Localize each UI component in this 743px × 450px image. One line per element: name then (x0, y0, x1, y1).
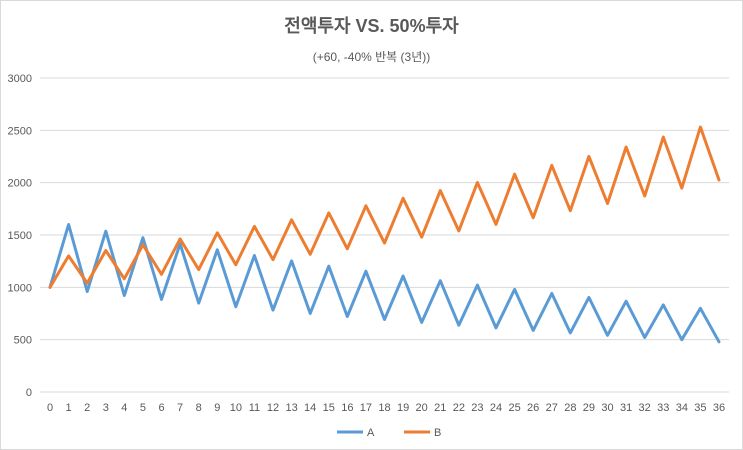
x-tick-label: 4 (121, 402, 127, 414)
x-tick-label: 8 (196, 402, 202, 414)
x-tick-label: 31 (620, 402, 632, 414)
y-tick-label: 1500 (8, 230, 32, 242)
x-tick-label: 14 (304, 402, 316, 414)
x-tick-label: 25 (508, 402, 520, 414)
x-tick-label: 12 (267, 402, 279, 414)
chart-subtitle: (+60, -40% 반복 (3년)) (312, 50, 431, 64)
x-tick-label: 6 (158, 402, 164, 414)
y-tick-label: 0 (26, 387, 32, 399)
x-tick-label: 30 (601, 402, 613, 414)
x-tick-label: 3 (103, 402, 109, 414)
x-tick-label: 28 (564, 402, 576, 414)
x-tick-label: 1 (66, 402, 72, 414)
x-tick-label: 26 (527, 402, 539, 414)
series-line-A (48, 223, 721, 344)
x-tick-label: 34 (676, 402, 688, 414)
x-tick-label: 0 (47, 402, 53, 414)
y-tick-label: 2000 (8, 178, 32, 190)
x-tick-label: 21 (434, 402, 446, 414)
y-tick-label: 500 (14, 335, 32, 347)
x-tick-label: 23 (471, 402, 483, 414)
x-tick-label: 19 (397, 402, 409, 414)
x-tick-label: 13 (285, 402, 297, 414)
x-tick-label: 2 (84, 402, 90, 414)
y-tick-label: 1000 (8, 282, 32, 294)
x-tick-label: 17 (360, 402, 372, 414)
x-tick-label: 22 (453, 402, 465, 414)
x-tick-label: 10 (230, 402, 242, 414)
x-tick-label: 33 (657, 402, 669, 414)
x-tick-label: 16 (341, 402, 353, 414)
y-tick-label: 3000 (8, 73, 32, 85)
x-tick-label: 7 (177, 402, 183, 414)
x-tick-label: 20 (416, 402, 428, 414)
x-tick-label: 27 (546, 402, 558, 414)
y-tick-label: 2500 (8, 125, 32, 137)
x-tick-label: 9 (214, 402, 220, 414)
chart-title: 전액투자 VS. 50%투자 (284, 16, 459, 36)
x-tick-label: 32 (639, 402, 651, 414)
x-tick-label: 29 (583, 402, 595, 414)
x-tick-label: 24 (490, 402, 502, 414)
series-line-B (48, 125, 721, 289)
legend-label-B: B (434, 427, 441, 439)
x-tick-label: 15 (323, 402, 335, 414)
x-tick-label: 18 (378, 402, 390, 414)
x-tick-label: 5 (140, 402, 146, 414)
x-tick-label: 36 (713, 402, 725, 414)
x-tick-label: 35 (694, 402, 706, 414)
x-tick-label: 11 (249, 402, 260, 414)
legend-label-A: A (367, 427, 375, 439)
